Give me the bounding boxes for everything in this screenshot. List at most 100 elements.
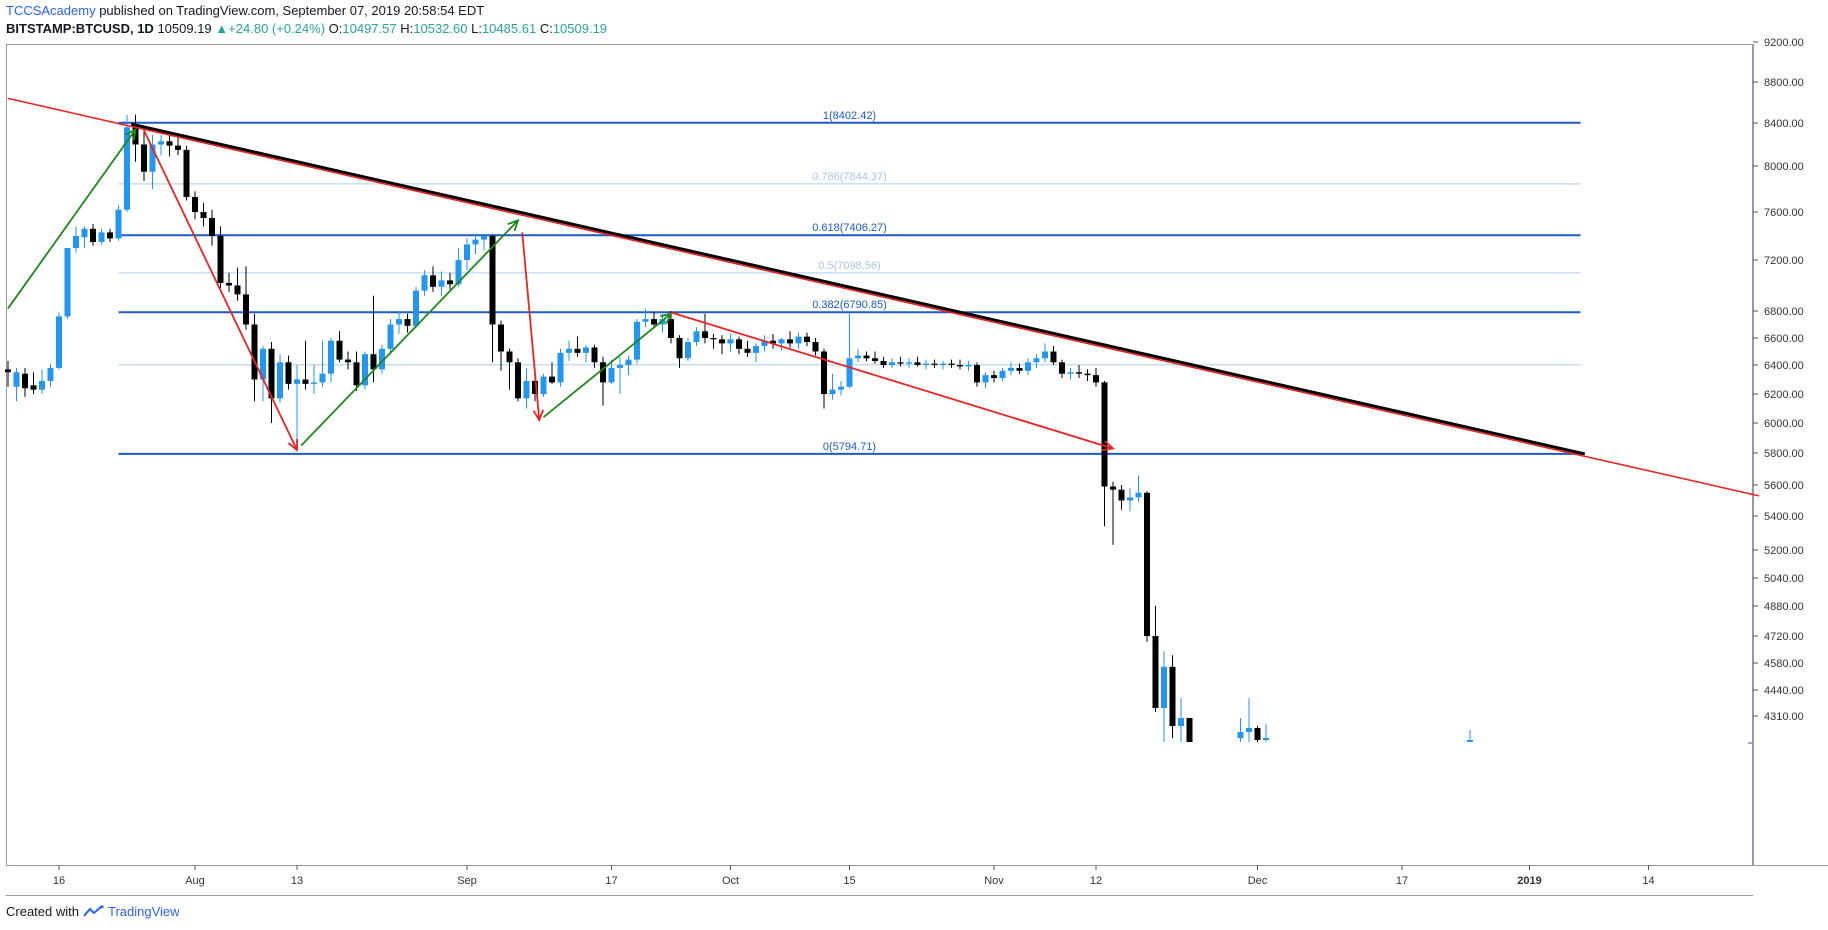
change-arrow-icon: ▲ [215,21,229,36]
red-arrow-line [670,311,1114,450]
fib-level-label: 1(8402.42) [823,110,876,122]
time-tick-label: 17 [1396,875,1408,887]
candle-bear [175,145,181,150]
close-value: 10509.19 [552,21,608,36]
candle-bear [1101,382,1108,487]
arrowhead-icon [125,127,137,141]
published-text: published on TradingView.com, September … [99,3,485,18]
candle-bull [889,362,895,365]
candle-bull [438,280,445,287]
candle-bear [251,324,258,380]
price-tick-label: 7600.00 [1764,207,1804,219]
candle-bear [5,369,11,373]
trendline-black [130,122,1586,456]
time-tick-label: Dec [1248,875,1268,887]
price-axis[interactable]: 9200.00 8800.00 8400.00 8000.00 7600.00 7200.… [1753,37,1804,723]
candle-bull [923,363,929,365]
price-tick-label: 8800.00 [1764,77,1804,89]
time-tick-label: 15 [843,875,855,887]
candle-bull [540,376,547,394]
candle-bull [464,244,470,260]
candle-bear [872,358,878,361]
candle-bull [1067,372,1074,374]
candle-bull [319,373,326,383]
candle-bull [999,370,1006,379]
candle-bear [804,336,810,343]
candle-bull [311,382,317,384]
candle-bull [328,340,334,374]
candle-bear [914,362,921,365]
candle-bear [268,348,275,399]
candle-bull [260,348,266,380]
price-tick-label: 6800.00 [1764,306,1804,318]
candle-bear [863,355,870,359]
time-tick-label: Sep [457,875,477,887]
candle-bull [693,331,700,343]
candle-bear [821,351,827,394]
candle-bear [183,149,190,198]
candle-bear [1093,375,1099,383]
publish-info: TCCSAcademy published on TradingView.com… [6,3,484,19]
candle-bear [107,232,113,239]
candle-bear [1118,489,1125,501]
time-tick-label: 14 [1642,875,1654,887]
time-tick-label: Nov [984,875,1004,887]
author-link[interactable]: TCCSAcademy [6,3,96,18]
candle-bull [98,232,105,242]
price-tick-label: 9200.00 [1764,37,1804,49]
price-tick-label: 4310.00 [1764,711,1804,723]
arrow-drawings[interactable] [7,127,1115,452]
tradingview-brand[interactable]: TradingView [108,904,180,919]
red-arrow-line [143,130,298,451]
candle-bull [965,365,972,367]
candle-bull [1246,728,1252,732]
candle-bear [600,362,606,383]
candle-bear [549,376,555,383]
candle-bear [1050,351,1057,363]
candle-bear [880,360,887,365]
candle-bear [515,362,521,399]
candle-bull [1161,666,1167,708]
candle-bear [404,319,411,326]
candle-bear [719,339,725,344]
candle-bear [812,342,819,352]
candle-bear [302,379,309,384]
time-tick-label: Aug [185,875,205,887]
candle-bull [838,386,844,390]
candle-bull [13,372,20,387]
candle-bull [940,363,946,365]
trendlines[interactable] [7,97,1760,497]
candle-bull [472,239,479,245]
candle-bull [1042,351,1048,359]
candle-bull [1008,367,1014,371]
candle-bull [566,348,572,353]
candle-bear [651,319,657,325]
price-tick-label: 8000.00 [1764,161,1804,173]
candle-bull [149,144,156,172]
candle-bear [192,197,198,212]
candle-bear [200,212,207,218]
time-tick-label: 12 [1090,875,1102,887]
candle-bull [753,346,759,353]
candle-bear [285,362,292,384]
candle-bear [574,348,581,353]
time-tick-label: 16 [53,875,65,887]
candle-bear [1186,718,1193,742]
candle-bull [1033,358,1040,363]
fib-level-label: 0.5(7098.56) [818,260,880,272]
candle-bear [991,375,997,379]
price-tick-label: 4880.00 [1764,601,1804,613]
time-axis[interactable]: 16 Aug 13 Sep 17 Oct 15 Nov 12 Dec 17 2019 14 [53,865,1655,887]
price-tick-label: 5040.00 [1764,573,1804,585]
price-tick-label: 5400.00 [1764,511,1804,523]
candle-bear [217,236,224,283]
candle-bull [1467,740,1473,742]
candle-bear [1110,486,1116,490]
arrowhead-icon [287,438,298,452]
candle-bull [1025,362,1031,371]
candlestick-series [5,114,1473,742]
arrowhead-icon [660,312,673,325]
green-arrow-line [7,128,137,309]
candle-bull [625,359,632,365]
